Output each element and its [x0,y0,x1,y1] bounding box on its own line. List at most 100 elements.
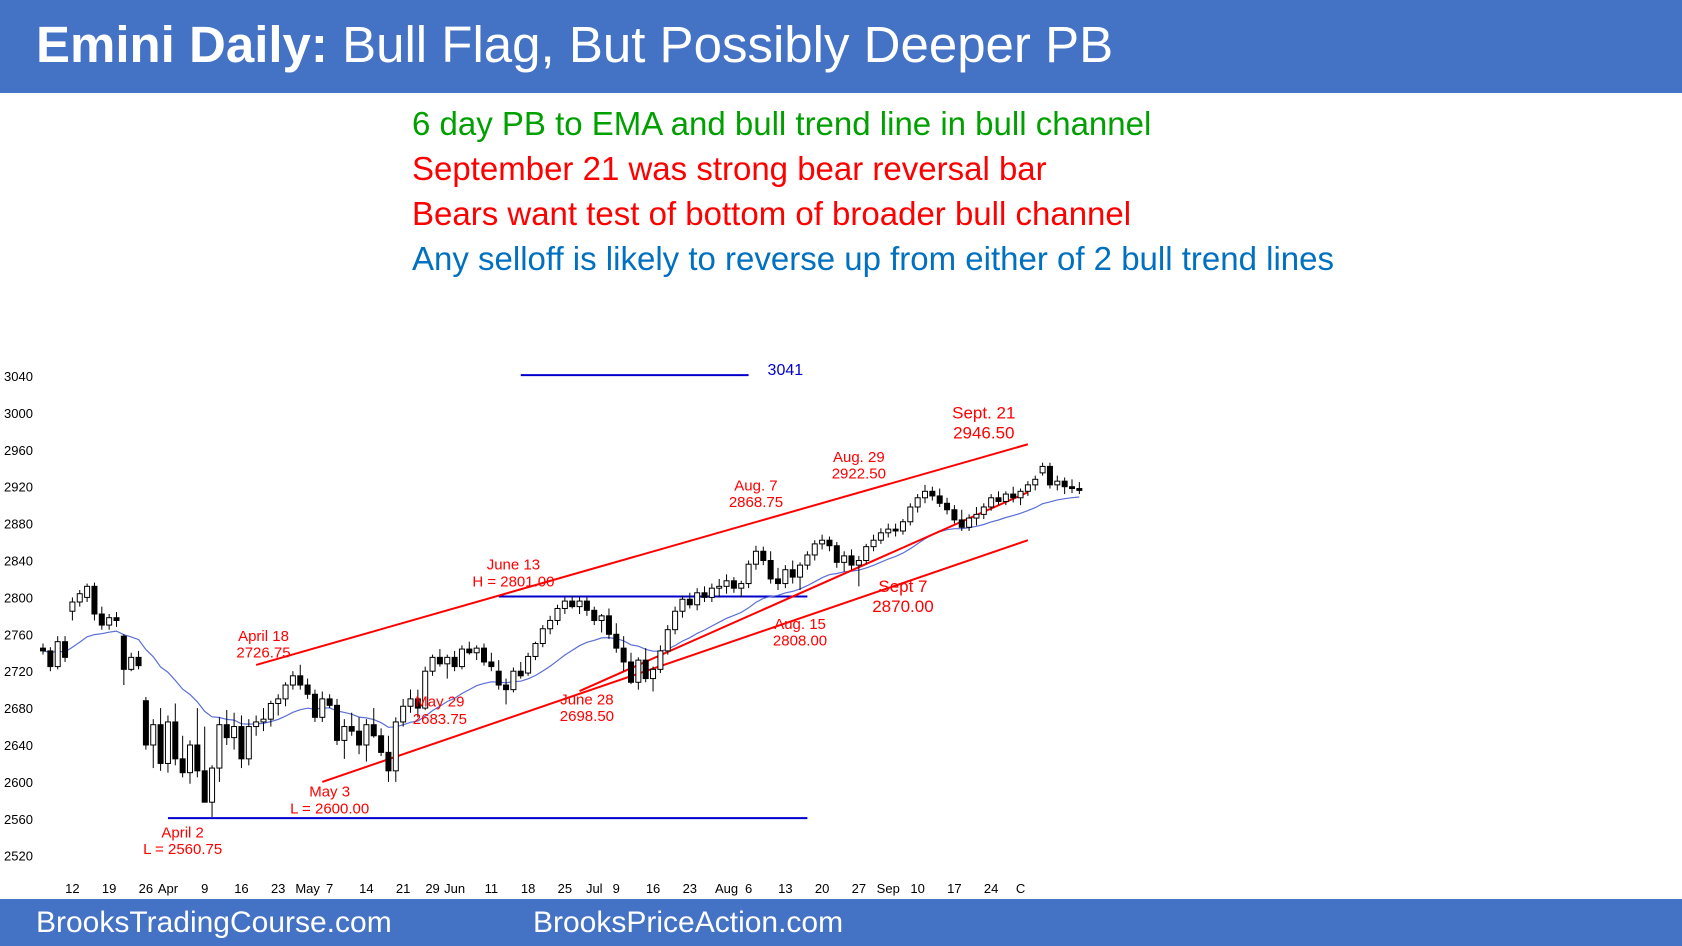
notes-block: 6 day PB to EMA and bull trend line in b… [412,101,1334,281]
candle-body [84,585,91,598]
candle-body [716,585,723,589]
chart-annotation: 2726.75 [236,644,290,661]
candle-body [804,554,811,566]
footer-banner: BrooksTradingCourse.com BrooksPriceActio… [0,899,1682,946]
candle-body [642,659,649,680]
candle-body [488,661,495,668]
candle-body [841,555,848,563]
chart-annotation: May 3 [309,784,350,801]
x-tick-label: 23 [271,881,285,896]
candle-body [811,543,818,556]
candle-body [267,702,274,720]
candle-body [958,519,965,528]
chart-annotation: 2870.00 [872,597,933,616]
candle-body [686,598,693,606]
x-tick-label: 26 [139,881,153,896]
x-tick-label: 17 [947,881,961,896]
candle-body [752,550,759,565]
x-tick-label: May [295,881,320,896]
chart-annotation: 2698.50 [560,708,614,725]
x-tick-label: Apr [158,881,179,896]
y-tick-label: 2920 [4,480,33,495]
candle-body [539,628,546,645]
candle-body [76,593,83,603]
candle-body [179,758,186,774]
x-tick-label: 14 [359,881,373,896]
footer-link-brookstradingcourse[interactable]: BrooksTradingCourse.com [36,906,392,939]
y-tick-label: 2720 [4,664,33,679]
chart-annotation: 2946.50 [953,424,1014,443]
candle-body [481,647,487,663]
candle-body [951,509,958,521]
y-tick-label: 3000 [4,406,33,421]
candle-body [98,613,105,626]
candle-body [517,670,524,677]
candle-body [223,724,230,739]
trend-line [321,539,1029,783]
candle-body [914,497,921,508]
y-tick-label: 2840 [4,554,33,569]
candle-body [370,724,377,737]
chart-annotation: Sept. 21 [952,403,1015,422]
candle-body [1054,480,1061,486]
candle-body [1002,493,1009,502]
candle-body [628,661,634,683]
chart-annotation: 2922.50 [832,465,886,482]
candle-body [745,563,752,585]
chart-annotation: Aug. 15 [774,616,826,633]
candle-body [334,704,340,741]
chart-annotation: Aug. 29 [833,449,885,466]
footer-link-brookspriceaction[interactable]: BrooksPriceAction.com [533,906,844,939]
x-tick-label: 24 [984,881,998,896]
candle-body [414,698,421,709]
x-tick-label: 16 [646,881,660,896]
x-tick-label: 19 [102,881,116,896]
candle-body [613,633,620,649]
candle-body [385,751,392,772]
candle-body [789,569,796,578]
candle-body [510,670,517,691]
candle-body [429,656,436,672]
candle-body [650,668,657,680]
chart-annotation: Sept 7 [878,577,927,596]
note-line-4: Any selloff is likely to reverse up from… [412,240,1334,277]
candle-body [833,545,840,563]
candle-body [635,659,642,683]
candle-body [980,506,987,515]
candle-body [547,619,554,630]
candle-body [466,648,473,654]
candle-body [944,502,951,511]
x-tick-label: 13 [778,881,792,896]
candle-body [47,650,54,668]
candle-body [525,655,532,674]
x-tick-label: Sep [877,881,900,896]
candle-body [679,598,686,612]
y-tick-label: 2800 [4,590,33,605]
x-tick-label: 10 [910,881,924,896]
y-tick-label: 2960 [4,443,33,458]
page-title: Emini Daily: Bull Flag, But Possibly Dee… [36,14,1113,76]
candle-body [150,724,157,746]
candle-body [260,718,267,723]
candle-body [1039,465,1046,474]
x-tick-label: 12 [65,881,79,896]
candle-body [767,560,774,580]
x-tick-label: 11 [485,881,499,896]
candle-body [69,601,76,612]
x-tick-label: 29 [425,881,439,896]
chart-annotation: L = 2600.00 [290,800,369,817]
candle-body [892,528,899,532]
candle-body [561,600,568,609]
candle-body [782,569,789,585]
x-tick-label: 25 [558,881,572,896]
candle-body [451,656,458,668]
x-tick-label: Jul [586,881,603,896]
x-tick-label: 18 [521,881,535,896]
y-tick-label: 2600 [4,775,33,790]
candle-body [826,539,833,547]
candle-body [407,698,414,707]
x-tick-label: 16 [234,881,248,896]
chart-annotation: 2683.75 [413,711,467,728]
x-tick-label: 6 [745,881,752,896]
candle-body [1010,493,1017,499]
